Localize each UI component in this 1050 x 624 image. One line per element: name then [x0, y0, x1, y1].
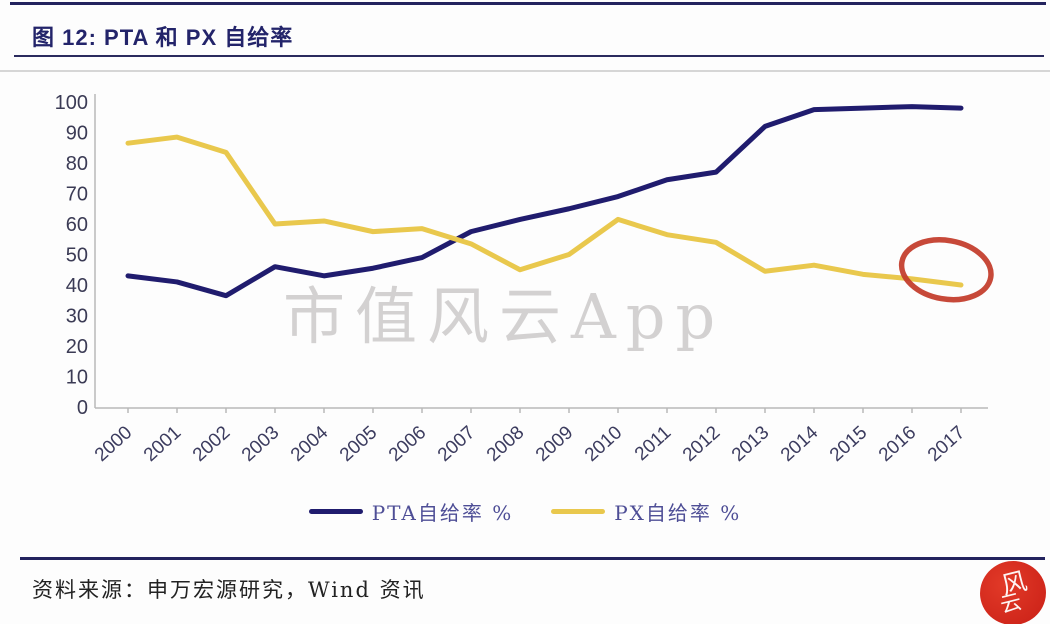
- legend-item-pta: PTA自给率 %: [308, 497, 514, 526]
- svg-text:10: 10: [66, 367, 88, 389]
- svg-text:90: 90: [66, 123, 88, 145]
- svg-text:2008: 2008: [483, 422, 528, 466]
- svg-text:80: 80: [66, 153, 88, 175]
- svg-text:2000: 2000: [91, 422, 136, 466]
- svg-text:2013: 2013: [728, 422, 773, 466]
- svg-text:2015: 2015: [826, 422, 871, 466]
- svg-text:40: 40: [66, 275, 88, 297]
- pta-line-swatch: [308, 509, 363, 514]
- svg-text:20: 20: [66, 336, 88, 358]
- chart-legend: PTA自给率 % PX自给率 %: [0, 497, 1050, 526]
- legend-label-pta: PTA自给率 %: [371, 501, 514, 525]
- svg-text:2017: 2017: [924, 422, 969, 466]
- svg-text:2002: 2002: [189, 422, 234, 466]
- legend-label-px: PX自给率 %: [614, 501, 742, 525]
- svg-text:2014: 2014: [777, 422, 823, 466]
- svg-text:2011: 2011: [631, 422, 675, 465]
- logo-char-yun: 云: [997, 589, 1024, 618]
- svg-text:2003: 2003: [238, 422, 283, 466]
- footer-divider: [20, 557, 1045, 560]
- svg-text:2006: 2006: [385, 422, 430, 466]
- svg-text:2010: 2010: [581, 422, 626, 466]
- svg-text:2007: 2007: [434, 422, 479, 466]
- watermark-text: 市值风云App: [283, 280, 726, 353]
- px-line-swatch: [551, 509, 606, 514]
- figure-title: 图 12: PTA 和 PX 自给率: [32, 25, 294, 50]
- svg-text:2012: 2012: [679, 422, 724, 466]
- svg-text:2005: 2005: [336, 422, 381, 466]
- legend-item-px: PX自给率 %: [551, 497, 741, 526]
- svg-text:70: 70: [66, 184, 88, 206]
- svg-text:30: 30: [66, 306, 88, 328]
- source-note: 资料来源：申万宏源研究，Wind 资讯: [32, 578, 426, 602]
- svg-text:2004: 2004: [287, 422, 333, 466]
- header-divider: [0, 70, 1050, 72]
- svg-text:2001: 2001: [140, 422, 185, 466]
- top-border: [10, 2, 1046, 5]
- title-underline: [14, 55, 1044, 57]
- svg-text:2016: 2016: [875, 422, 920, 466]
- svg-text:0: 0: [77, 397, 88, 419]
- svg-text:100: 100: [55, 92, 88, 114]
- svg-text:50: 50: [66, 245, 88, 267]
- svg-text:2009: 2009: [532, 422, 577, 466]
- svg-text:60: 60: [66, 214, 88, 236]
